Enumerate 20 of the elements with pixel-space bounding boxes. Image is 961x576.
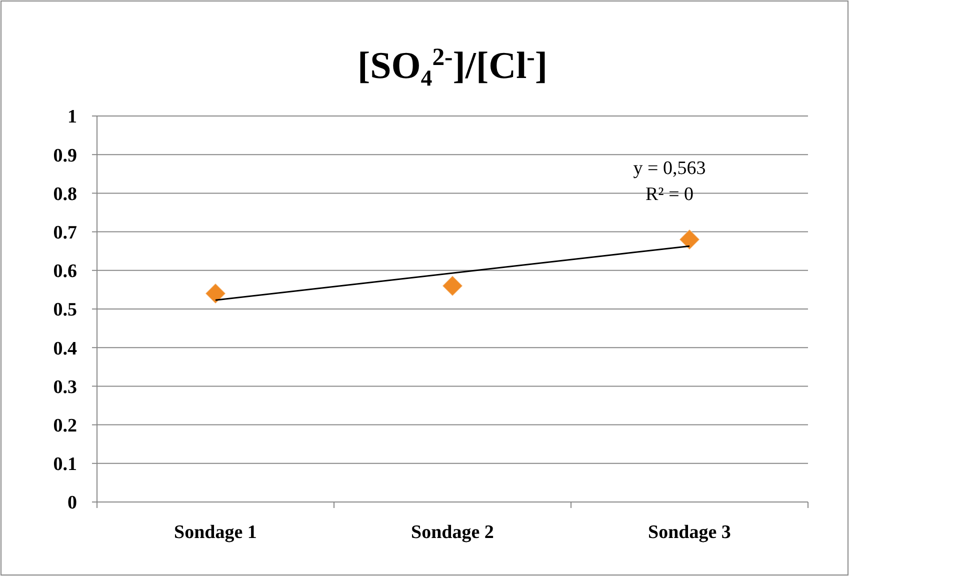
x-tick-label: Sondage 2 <box>411 522 494 543</box>
y-tick-label: 0.1 <box>53 454 77 476</box>
y-tick-label: 0.9 <box>53 145 77 166</box>
x-tick-label: Sondage 3 <box>648 522 731 543</box>
y-tick-label: 0.3 <box>53 376 77 398</box>
y-tick-label: 0.2 <box>53 415 77 436</box>
y-tick-label: 0.4 <box>53 338 78 360</box>
x-tick-label: Sondage 1 <box>174 522 257 543</box>
y-tick-label: 0.7 <box>53 222 78 244</box>
y-tick-label: 1 <box>68 106 77 128</box>
annotation: R² = 0 <box>645 184 694 206</box>
point <box>442 275 463 296</box>
y-tick-label: 0.8 <box>53 184 77 205</box>
point <box>205 283 226 304</box>
y-tick-label: 0.5 <box>53 300 77 321</box>
point <box>679 229 700 250</box>
y-tick-label: 0 <box>68 492 77 514</box>
chart-title: [SO₄$^{2-}$]/[Cl$^{-}$] <box>357 44 548 87</box>
annotation: y = 0,563 <box>633 158 706 180</box>
y-tick-label: 0.6 <box>53 261 77 282</box>
